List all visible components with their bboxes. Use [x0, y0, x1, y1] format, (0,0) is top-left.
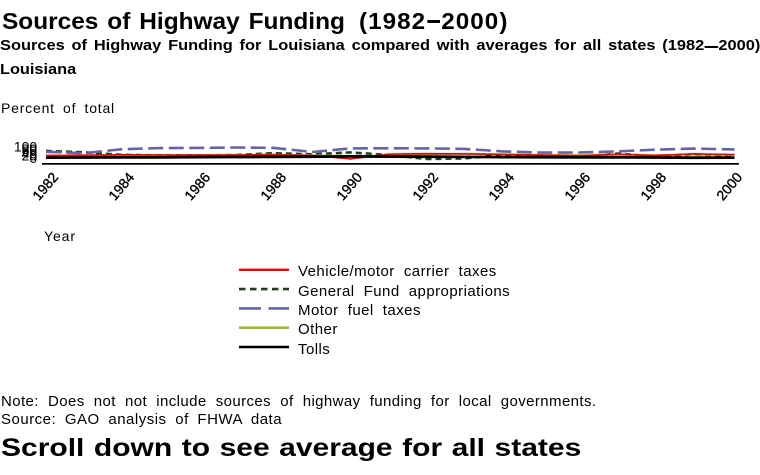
- svg-text:1982: 1982: [29, 169, 61, 203]
- svg-text:80: 80: [22, 141, 38, 157]
- svg-text:60: 60: [22, 143, 38, 159]
- svg-text:20: 20: [22, 148, 38, 164]
- svg-text:1990: 1990: [333, 169, 365, 203]
- svg-text:100: 100: [14, 139, 38, 155]
- svg-text:1996: 1996: [561, 169, 593, 203]
- svg-text:1988: 1988: [257, 169, 289, 203]
- svg-text:2000: 2000: [713, 169, 745, 203]
- svg-text:1986: 1986: [181, 169, 213, 203]
- svg-text:1998: 1998: [637, 169, 669, 203]
- svg-text:1992: 1992: [409, 169, 441, 203]
- svg-text:1984: 1984: [105, 169, 137, 203]
- svg-text:40: 40: [22, 145, 38, 161]
- svg-text:1994: 1994: [485, 169, 517, 203]
- svg-text:0: 0: [29, 150, 37, 166]
